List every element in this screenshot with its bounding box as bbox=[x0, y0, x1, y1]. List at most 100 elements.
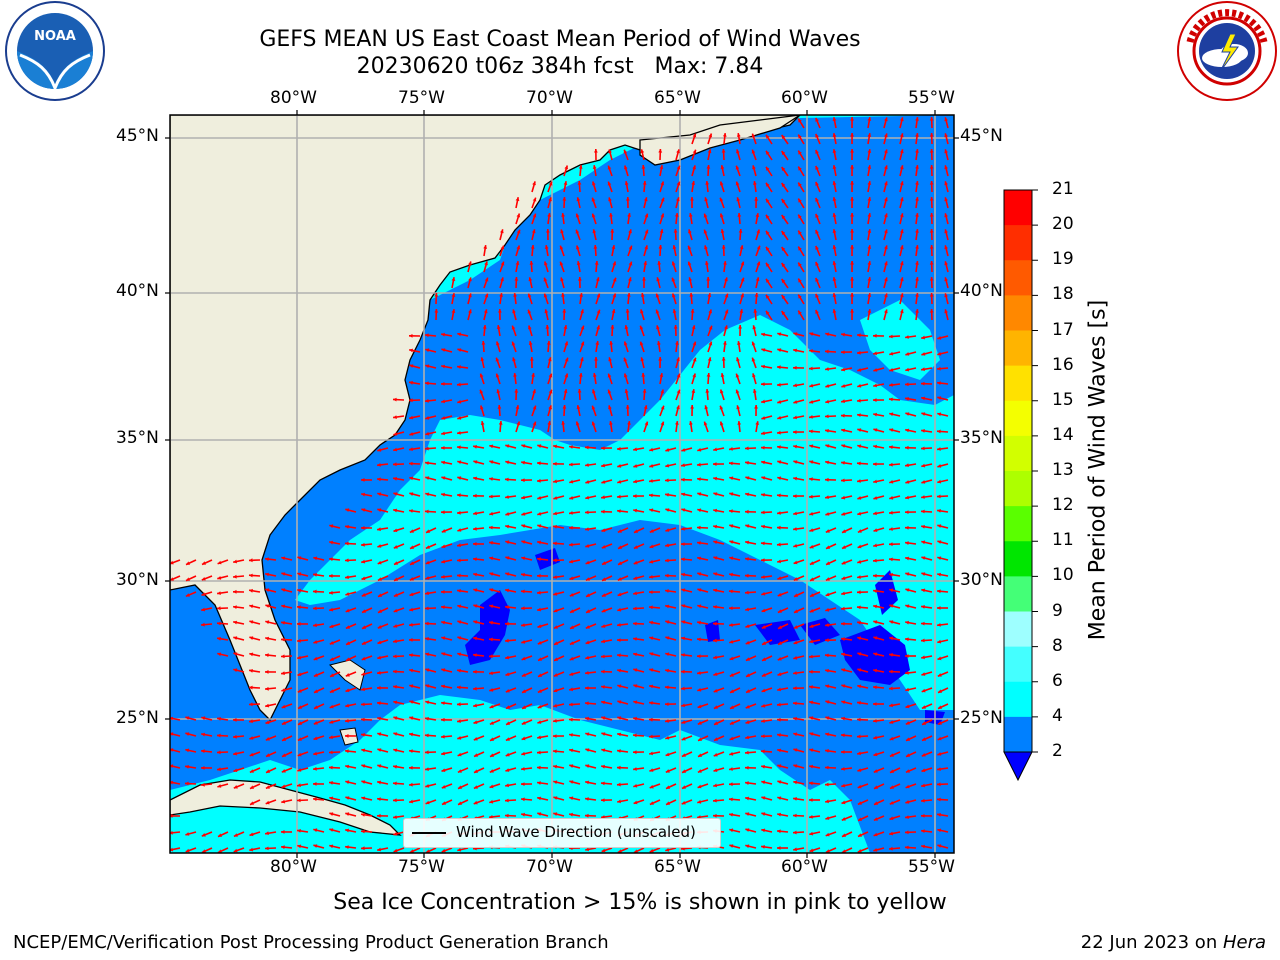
wind-wave-arrow-head bbox=[314, 705, 318, 709]
wind-wave-arrow-head bbox=[649, 801, 654, 805]
wind-wave-arrow-head bbox=[697, 604, 702, 609]
wind-wave-arrow-head bbox=[761, 625, 766, 629]
wind-wave-arrow-head bbox=[850, 293, 854, 297]
wind-wave-arrow-head bbox=[644, 213, 649, 218]
wind-wave-arrow-head bbox=[513, 373, 517, 377]
wind-wave-arrow-head bbox=[441, 476, 446, 480]
wind-wave-arrow-head bbox=[665, 448, 670, 452]
wind-wave-arrow-head bbox=[766, 166, 770, 171]
wind-wave-arrow-head bbox=[921, 655, 925, 660]
wind-wave-arrow-head bbox=[658, 357, 663, 361]
wind-wave-arrow-head bbox=[393, 624, 398, 628]
wind-wave-arrow-head bbox=[905, 637, 909, 642]
colorbar-segment bbox=[1004, 330, 1032, 367]
wind-wave-arrow-head bbox=[377, 797, 381, 801]
wind-wave-arrow-head bbox=[705, 261, 709, 265]
wind-wave-arrow-head bbox=[781, 135, 786, 139]
wind-wave-arrow-head bbox=[873, 573, 877, 578]
wind-wave-arrow-head bbox=[345, 541, 349, 546]
wind-wave-arrow-head bbox=[899, 165, 904, 170]
wind-wave-arrow-head bbox=[915, 277, 919, 281]
wind-wave-arrow-head bbox=[884, 245, 888, 250]
wind-wave-arrow-head bbox=[867, 261, 872, 265]
wind-wave-arrow-head bbox=[441, 734, 445, 739]
wind-wave-arrow-head bbox=[873, 652, 878, 657]
wind-wave-arrow-head bbox=[521, 812, 525, 817]
wind-wave-arrow-head bbox=[809, 366, 813, 371]
wind-wave-arrow-head bbox=[442, 801, 446, 805]
wind-wave-arrow-head bbox=[905, 428, 910, 433]
wind-wave-arrow-head bbox=[644, 229, 649, 234]
wind-wave-arrow-head bbox=[297, 798, 301, 803]
wind-wave-arrow-head bbox=[794, 593, 798, 597]
wind-wave-arrow-head bbox=[815, 181, 819, 186]
wind-wave-arrow-head bbox=[681, 686, 685, 691]
wind-wave-arrow-head bbox=[409, 509, 413, 513]
wind-wave-arrow-head bbox=[330, 657, 334, 661]
wind-wave-arrow-head bbox=[735, 373, 740, 378]
wind-wave-arrow-head bbox=[781, 183, 786, 187]
wind-wave-arrow-head bbox=[185, 781, 189, 786]
wind-wave-arrow-head bbox=[640, 293, 645, 297]
wind-wave-arrow-head bbox=[766, 150, 770, 155]
wind-wave-arrow-head bbox=[762, 641, 766, 645]
wind-wave-arrow-head bbox=[561, 293, 565, 297]
wind-wave-arrow-head bbox=[617, 446, 621, 451]
wind-wave-arrow-head bbox=[703, 421, 708, 426]
wind-wave-arrow-head bbox=[656, 277, 660, 282]
wind-wave-arrow-head bbox=[265, 846, 269, 851]
wind-wave-arrow-head bbox=[345, 592, 350, 596]
wind-wave-arrow-head bbox=[681, 448, 686, 452]
wind-wave-arrow-head bbox=[489, 704, 494, 709]
wind-wave-arrow-head bbox=[681, 463, 685, 468]
wind-wave-arrow-head bbox=[640, 357, 645, 362]
wind-wave-arrow-head bbox=[329, 781, 333, 785]
wind-wave-arrow-head bbox=[929, 117, 934, 121]
colorbar-tick-label: 18 bbox=[1052, 284, 1074, 305]
wind-wave-arrow-head bbox=[793, 415, 797, 420]
wind-wave-arrow-head bbox=[489, 769, 494, 773]
wind-wave-arrow-head bbox=[681, 720, 686, 724]
wind-wave-arrow-head bbox=[250, 785, 254, 789]
wind-wave-arrow-head bbox=[585, 544, 590, 548]
wind-wave-arrow-head bbox=[634, 529, 638, 533]
wind-wave-arrow-head bbox=[345, 734, 349, 738]
wind-wave-arrow-head bbox=[409, 782, 413, 787]
wind-wave-arrow-head bbox=[777, 812, 781, 817]
wind-wave-arrow-head bbox=[665, 573, 669, 578]
wind-wave-arrow-head bbox=[570, 609, 574, 613]
footer-credit: NCEP/EMC/Verification Post Processing Pr… bbox=[13, 932, 609, 953]
wind-wave-arrow-head bbox=[850, 149, 854, 153]
wind-wave-arrow-head bbox=[666, 785, 670, 789]
wind-wave-arrow-head bbox=[250, 801, 254, 805]
wind-wave-arrow-head bbox=[361, 526, 365, 530]
wind-wave-arrow-head bbox=[473, 669, 477, 674]
wind-wave-arrow-head bbox=[809, 815, 813, 819]
wind-wave-arrow-head bbox=[708, 325, 713, 330]
wind-wave-arrow-head bbox=[781, 151, 786, 155]
wind-wave-arrow-head bbox=[832, 261, 837, 265]
wind-wave-arrow-head bbox=[697, 799, 702, 804]
wind-wave-arrow-head bbox=[642, 389, 647, 393]
wind-wave-arrow-head bbox=[761, 399, 765, 404]
wind-wave-arrow-head bbox=[633, 545, 638, 549]
wind-wave-arrow-head bbox=[633, 447, 637, 452]
wind-wave-arrow-head bbox=[409, 749, 413, 753]
wind-wave-arrow-head bbox=[793, 813, 797, 818]
wind-wave-arrow-head bbox=[676, 389, 681, 394]
wind-wave-arrow-head bbox=[473, 572, 477, 577]
wind-wave-arrow-head bbox=[313, 640, 318, 644]
wind-wave-arrow-head bbox=[713, 508, 717, 513]
wind-wave-arrow-head bbox=[297, 689, 302, 693]
wind-wave-arrow-head bbox=[724, 325, 728, 330]
wind-wave-arrow-head bbox=[362, 625, 366, 629]
wind-wave-arrow-head bbox=[521, 478, 525, 483]
wind-wave-arrow-head bbox=[777, 592, 782, 597]
wind-wave-arrow-head bbox=[850, 117, 854, 121]
wind-wave-arrow-head bbox=[521, 751, 526, 756]
chart-subtitle: 20230620 t06z 384h fcst Max: 7.84 bbox=[356, 54, 764, 79]
wind-wave-arrow-head bbox=[329, 765, 333, 770]
wind-wave-arrow-head bbox=[929, 309, 934, 313]
colorbar-tick-label: 21 bbox=[1052, 179, 1074, 199]
wind-wave-arrow-head bbox=[601, 685, 605, 689]
